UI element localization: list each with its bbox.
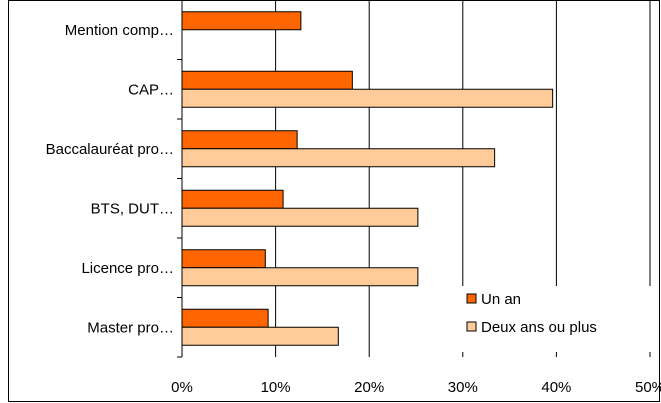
category-label: Mention comp… (65, 22, 174, 39)
category-label: Baccalauréat pro… (46, 141, 174, 158)
category-label: CAP… (128, 81, 174, 98)
bar-un-an (181, 249, 266, 269)
category-labels: Mention comp… CAP… Baccalauréat pro… BTS, D… (46, 22, 174, 337)
bar-deux-ans (181, 88, 554, 108)
x-tick-label: 0% (171, 379, 193, 396)
legend-label-un-an: Un an (481, 291, 521, 308)
bar-un-an (181, 308, 269, 328)
bar-un-an (181, 130, 298, 150)
category-label: Master pro… (87, 319, 174, 336)
bar-un-an (181, 189, 284, 209)
x-tick-label: 10% (261, 379, 291, 396)
bar-deux-ans (181, 267, 419, 287)
x-tick-labels: 0% 10% 20% 30% 40% 50% (171, 379, 661, 396)
category-label: Licence pro… (81, 260, 174, 277)
bar-deux-ans (181, 207, 419, 227)
bar-deux-ans (181, 326, 339, 346)
legend-swatch-un-an (466, 293, 477, 304)
legend-label-deux-ans: Deux ans ou plus (481, 319, 597, 336)
bar-deux-ans (181, 148, 496, 168)
category-label: BTS, DUT… (91, 200, 174, 217)
x-tick-label: 20% (354, 379, 384, 396)
bars-layer (181, 11, 554, 346)
axis-layer (177, 0, 183, 358)
legend: Un an Deux ans ou plus (456, 286, 651, 352)
x-tick-label: 50% (635, 379, 661, 396)
x-tick-label: 30% (448, 379, 478, 396)
legend-background (456, 286, 651, 352)
x-tick-label: 40% (541, 379, 571, 396)
legend-swatch-deux-ans (466, 321, 477, 332)
bar-un-an (181, 70, 353, 90)
bar-un-an (181, 11, 302, 31)
